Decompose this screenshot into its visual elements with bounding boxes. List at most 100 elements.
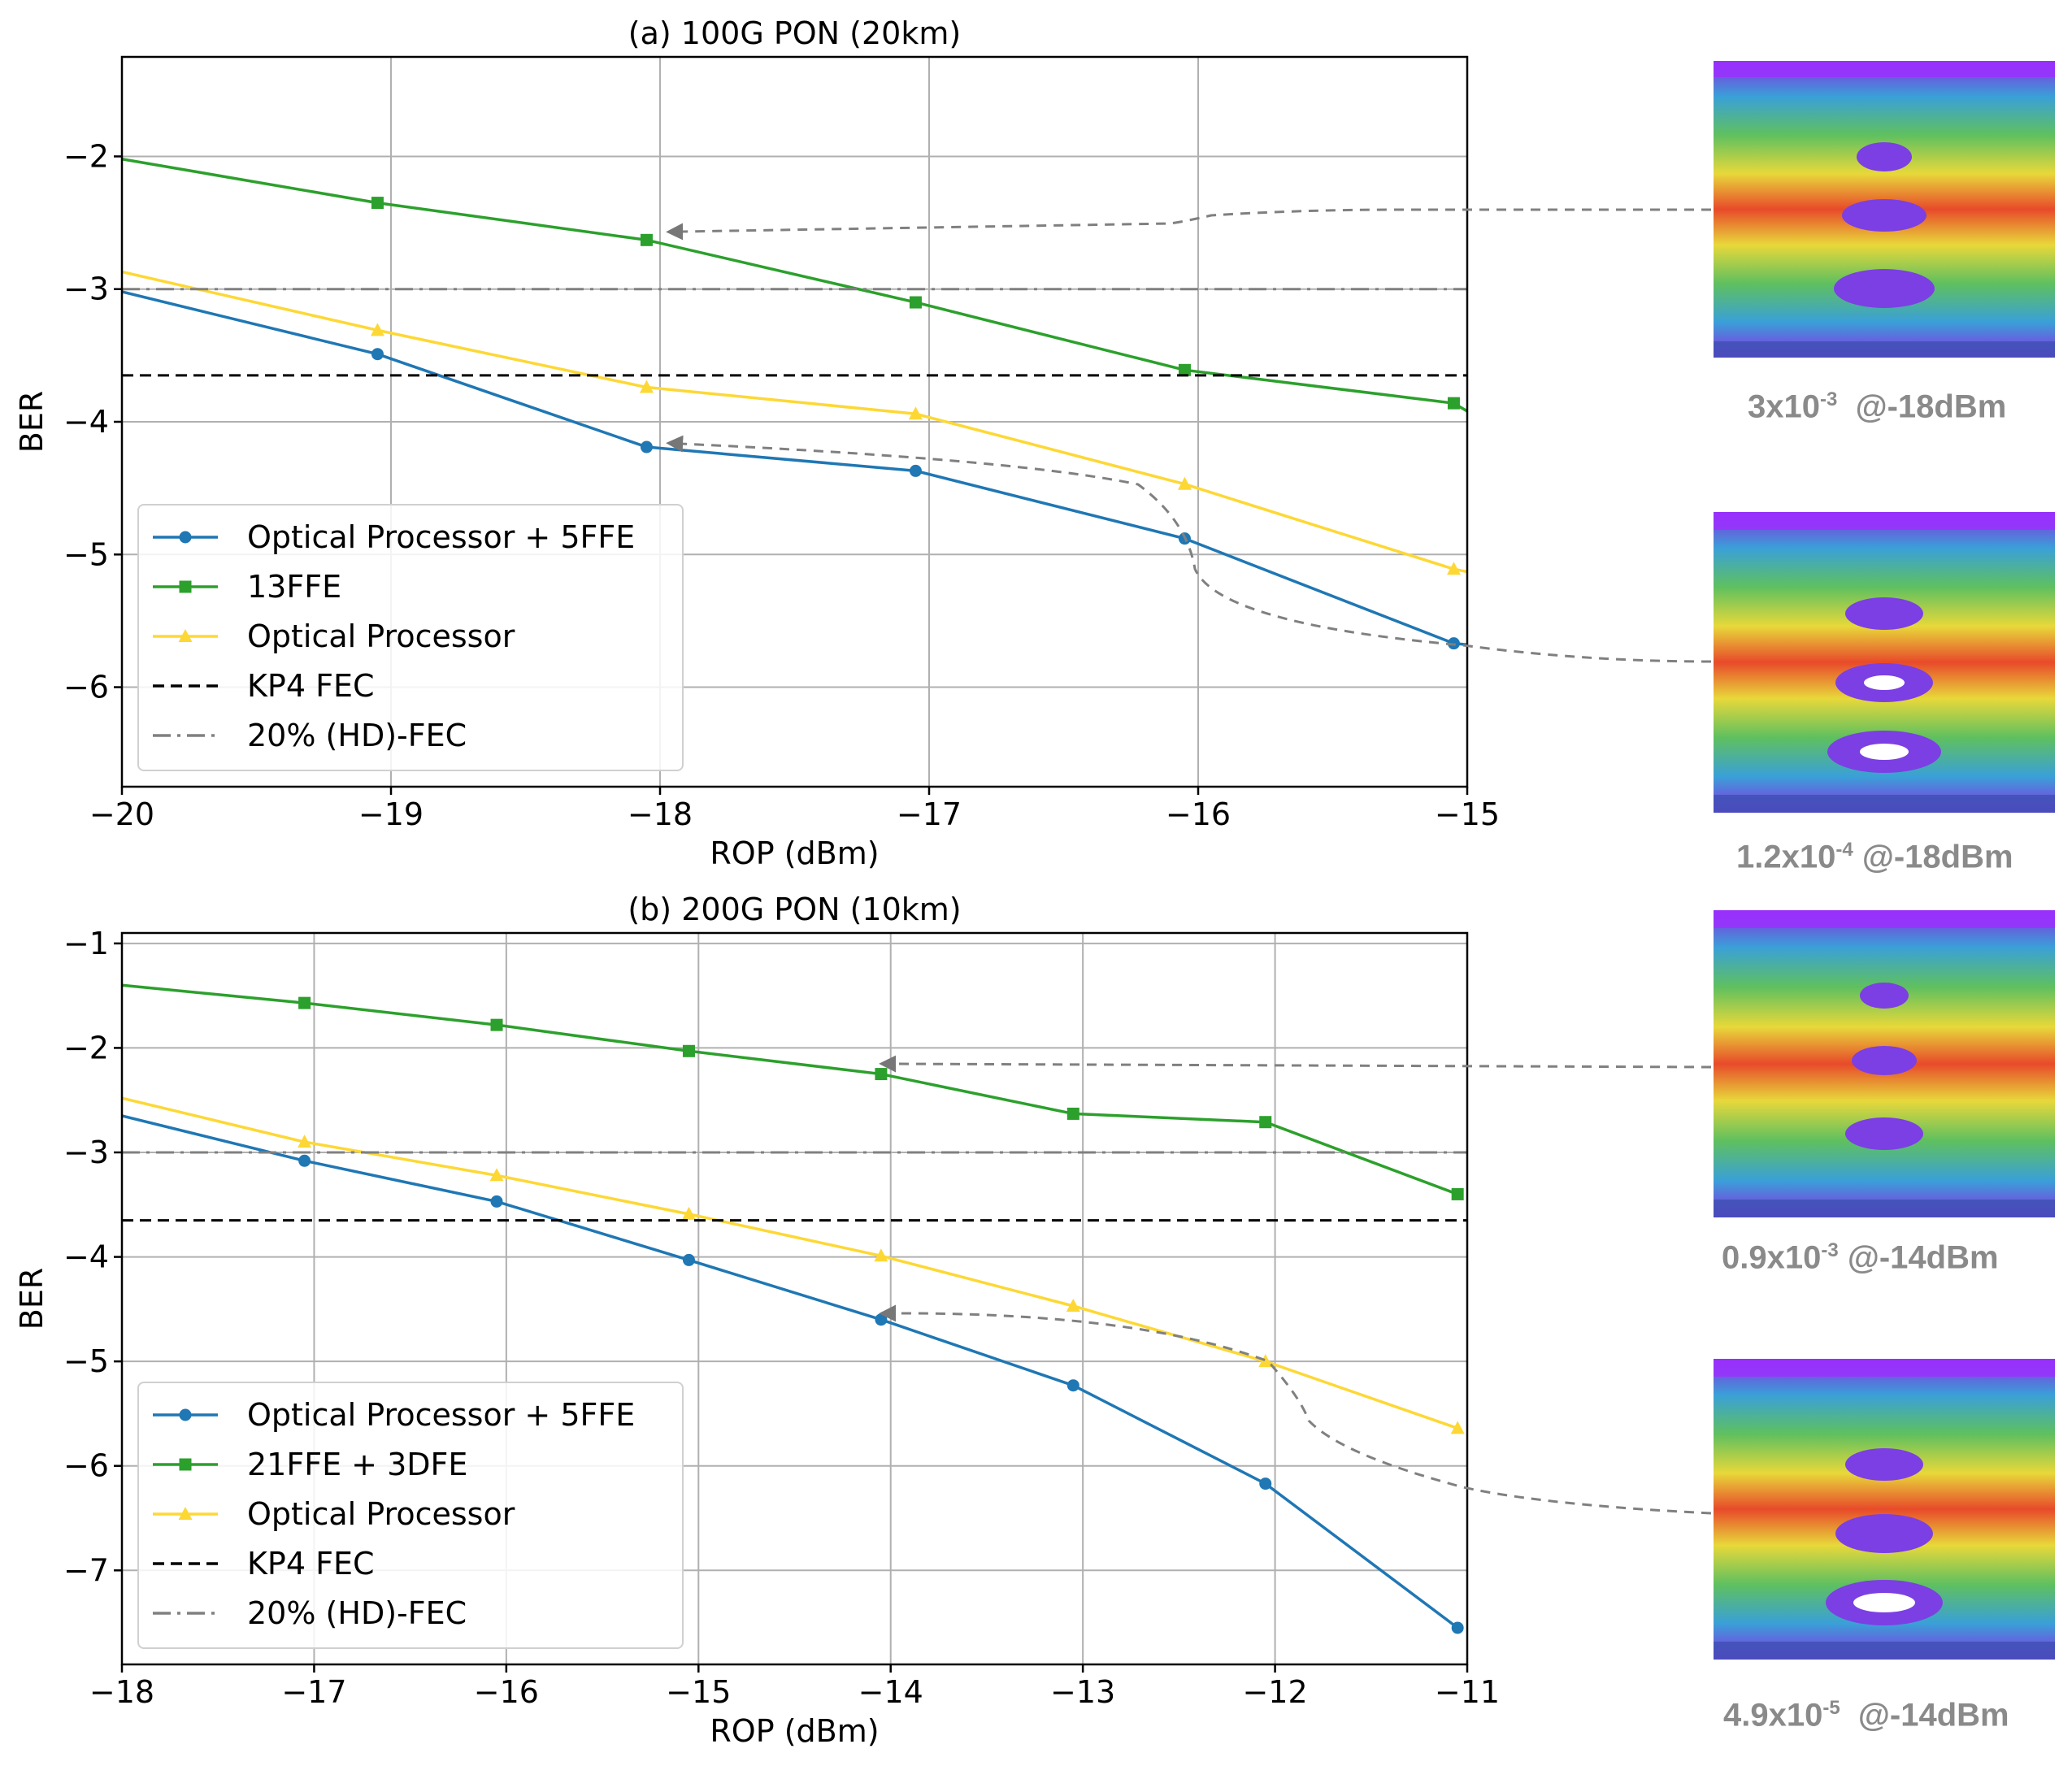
legend-label: Optical Processor + 5FFE [247,1397,635,1433]
x-tick-label: −19 [358,796,424,832]
x-tick-label: −17 [897,796,962,832]
data-point [1066,1299,1080,1312]
data-point [909,296,922,309]
data-point [1177,476,1192,490]
legend-marker [179,1458,192,1471]
data-point [682,1253,695,1266]
y-tick-label: −2 [63,138,109,174]
eye-label-b1: 0.9x10-3 @-14dBm [1722,1239,1999,1276]
data-point [874,1248,888,1262]
axes-frame [120,931,1469,1666]
x-axis-label: ROP (dBm) [710,1713,879,1749]
series-line-1 [122,157,1467,413]
chart-a-100g-pon: −20 −19 −18 −17 −16 −15 −6 −5 −4 −3 −2 (a) 100G PON… [14,15,1500,871]
data-point [639,380,654,393]
data-point [1446,562,1461,575]
eye-diagram-a2 [1714,512,2055,813]
eye-label-a2: 1.2x10-4 @-18dBm [1736,839,2013,875]
data-point [875,1068,888,1081]
legend-label: 20% (HD)-FEC [247,1595,467,1631]
legend-label: 21FFE + 3DFE [247,1447,467,1482]
y-tick-label: −6 [63,1448,109,1484]
connector-a1 [666,208,1711,241]
x-tick-label: −16 [474,1674,539,1710]
y-axis-label: BER [14,391,50,453]
y-tick-label: −4 [63,1239,109,1275]
data-point [875,1313,888,1326]
x-tick-label: −16 [1166,796,1231,832]
y-tick-label: −4 [63,404,109,440]
y-tick-label: −3 [63,271,109,307]
y-axis-label: BER [14,1268,50,1330]
legend-box [137,1382,684,1649]
data-point [298,1154,311,1167]
data-point [1447,397,1460,410]
legend-marker [178,1507,193,1520]
data-point [1178,363,1191,376]
data-point [681,1206,696,1220]
legend-label: 20% (HD)-FEC [247,718,467,753]
y-tick-label: −7 [63,1552,109,1588]
data-point [370,323,384,336]
x-tick-label: −12 [1242,1674,1307,1710]
legend: Optical Processor + 5FFE 13FFE Optical Pro… [137,504,684,771]
x-tick-label: −15 [1435,796,1500,832]
data-point [909,464,922,477]
x-tick-label: −11 [1435,1674,1500,1710]
series-line-2 [122,1096,1458,1430]
data-point [1258,1354,1273,1368]
data-point [490,1195,503,1208]
data-point [371,197,384,210]
data-point [1259,1477,1272,1490]
y-tick-label: −1 [63,926,109,961]
data-point [1259,1116,1272,1129]
legend-box [137,504,684,771]
x-tick-label: −15 [666,1674,731,1710]
data-point [640,233,653,246]
eye-diagram-b2 [1714,1359,2055,1660]
legend-marker [179,580,192,593]
eye-diagram-b1 [1714,910,2055,1217]
legend-label: Optical Processor + 5FFE [247,519,635,555]
legend-label: 13FFE [247,569,341,605]
data-point [1451,1621,1464,1634]
x-tick-label: −18 [89,1674,154,1710]
x-axis-label: ROP (dBm) [710,835,879,871]
legend-marker [179,1408,192,1421]
data-point [371,348,384,361]
connector-b1 [879,1055,1712,1073]
x-tick-label: −18 [628,796,693,832]
legend-marker [178,629,193,642]
data-point [298,996,311,1009]
x-tick-label: −14 [858,1674,923,1710]
data-point [1451,1187,1464,1200]
data-point [298,1135,312,1148]
y-tick-label: −5 [63,1343,109,1379]
legend-label: KP4 FEC [247,668,375,704]
y-tick-label: −2 [63,1030,109,1065]
chart-title: (a) 100G PON (20km) [628,15,961,51]
y-tick-label: −6 [63,670,109,705]
data-point [1066,1107,1079,1120]
x-tick-label: −17 [281,1674,346,1710]
series-line-1 [122,983,1458,1196]
data-point [1450,1421,1465,1434]
x-tick-label: −20 [89,796,154,832]
x-tick-label: −13 [1050,1674,1115,1710]
connector-b2 [879,1304,1712,1515]
data-point [682,1044,695,1057]
y-tick-label: −3 [63,1135,109,1170]
data-point [640,440,653,453]
legend: Optical Processor + 5FFE 21FFE + 3DFE Opti… [137,1382,684,1649]
eye-diagram-a1 [1714,61,2055,358]
chart-b-200g-pon: −18 −17 −16 −15 −14 −13 −12 −11 −7 −6 −5 −4 −3 −2 −1 (b… [14,892,1500,1749]
data-point [1066,1379,1079,1392]
chart-title: (b) 200G PON (10km) [628,892,961,927]
data-point [908,406,923,420]
legend-label: Optical Processor [247,618,515,654]
annotation-connectors [666,208,1712,1515]
series-line-0 [122,1114,1459,1629]
legend-label: Optical Processor [247,1496,515,1532]
eye-label-b2: 4.9x10-5 @-14dBm [1723,1697,2009,1733]
